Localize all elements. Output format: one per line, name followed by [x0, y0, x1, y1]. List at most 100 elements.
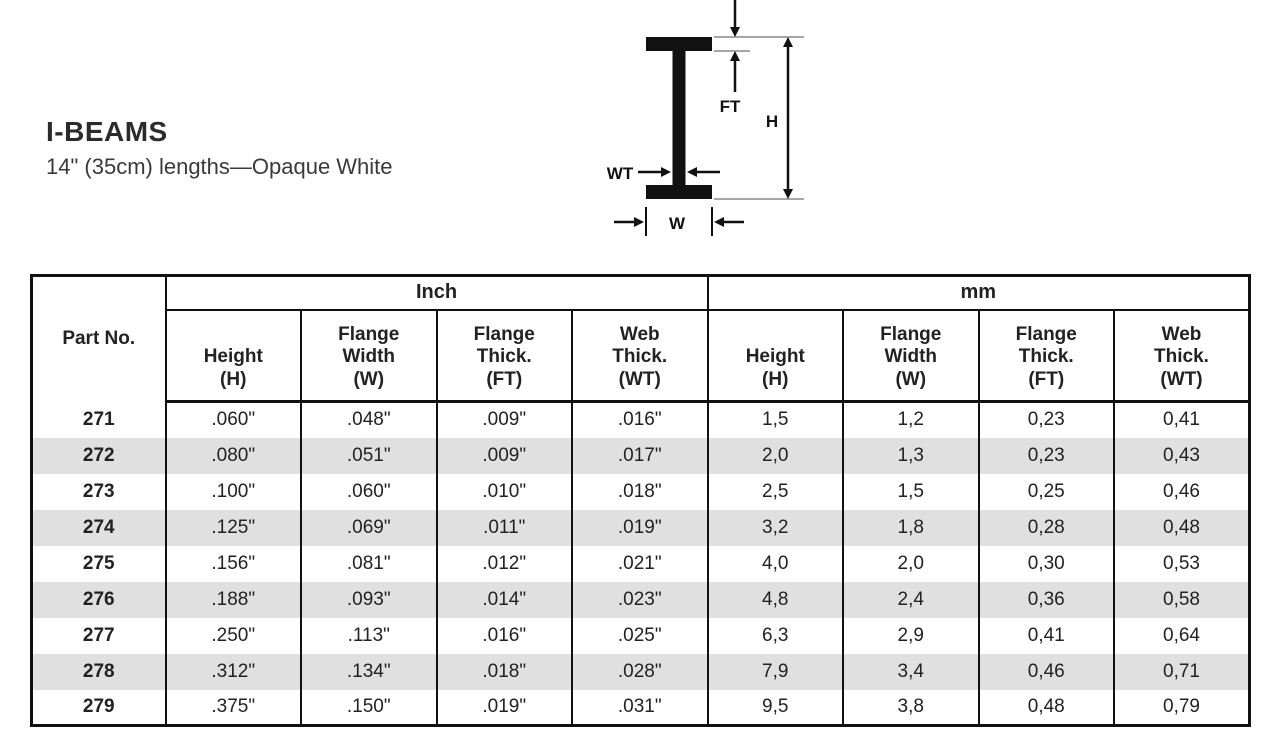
value-cell: .125"	[164, 509, 302, 546]
column-header: Flange Thick. (FT)	[435, 309, 573, 403]
extension-lines	[714, 36, 804, 200]
width-dimension-arrows	[614, 207, 744, 236]
value-cell: .250"	[164, 617, 302, 654]
column-header: Height (H)	[164, 309, 302, 403]
value-cell: 9,5	[706, 689, 844, 726]
part-number-cell: 276	[30, 581, 167, 618]
i-beam-cross-section-diagram: FT H WT	[578, 0, 848, 248]
value-cell: .113"	[300, 617, 438, 654]
value-cell: .016"	[571, 401, 709, 438]
column-header: Flange Thick. (FT)	[977, 309, 1115, 403]
value-cell: 0,71	[1113, 653, 1251, 690]
value-cell: 0,79	[1113, 689, 1251, 726]
table-row: 277.250" .113" .016" .025" 6,3 2,9 0,41 0,64	[30, 617, 1251, 654]
i-beams-spec-table: Part No. Inch mm Height (H) Flange Width …	[30, 274, 1251, 727]
value-cell: 3,4	[842, 653, 980, 690]
value-cell: .100"	[164, 473, 302, 510]
part-number-cell: 273	[30, 473, 167, 510]
value-cell: .028"	[571, 653, 709, 690]
height-dimension-arrow	[783, 37, 793, 199]
value-cell: 0,23	[977, 401, 1115, 438]
column-header: Web Thick. (WT)	[571, 309, 709, 403]
table-row: 273.100" .060" .010" .018" 2,5 1,5 0,25 0,46	[30, 473, 1251, 510]
value-cell: 4,8	[706, 581, 844, 618]
value-cell: .009"	[435, 437, 573, 474]
table-row: 272.080" .051" .009" .017" 2,0 1,3 0,23 0,43	[30, 437, 1251, 474]
value-cell: 2,4	[842, 581, 980, 618]
value-cell: .014"	[435, 581, 573, 618]
value-cell: .060"	[300, 473, 438, 510]
value-cell: .010"	[435, 473, 573, 510]
value-cell: 6,3	[706, 617, 844, 654]
value-cell: .150"	[300, 689, 438, 726]
column-header: Web Thick. (WT)	[1113, 309, 1251, 403]
value-cell: .081"	[300, 545, 438, 582]
value-cell: .018"	[571, 473, 709, 510]
table-row: 278.312" .134" .018" .028" 7,9 3,4 0,46 0,71	[30, 653, 1251, 690]
value-cell: .069"	[300, 509, 438, 546]
value-cell: .017"	[571, 437, 709, 474]
value-cell: 0,64	[1113, 617, 1251, 654]
value-cell: 1,3	[842, 437, 980, 474]
value-cell: .021"	[571, 545, 709, 582]
value-cell: 0,43	[1113, 437, 1251, 474]
value-cell: .093"	[300, 581, 438, 618]
part-number-cell: 272	[30, 437, 167, 474]
value-cell: 0,30	[977, 545, 1115, 582]
value-cell: 2,0	[842, 545, 980, 582]
value-cell: .048"	[300, 401, 438, 438]
value-cell: .134"	[300, 653, 438, 690]
column-group-mm: mm	[706, 275, 1251, 311]
value-cell: 1,5	[706, 401, 844, 438]
value-cell: 2,9	[842, 617, 980, 654]
w-dimension-label: W	[669, 214, 686, 233]
part-number-cell: 279	[30, 689, 167, 726]
value-cell: 4,0	[706, 545, 844, 582]
ft-dimension-label: FT	[720, 97, 741, 116]
part-number-cell: 275	[30, 545, 167, 582]
value-cell: 0,23	[977, 437, 1115, 474]
wt-dimension-label: WT	[607, 164, 634, 183]
column-group-inch: Inch	[164, 275, 709, 311]
column-header: Flange Width (W)	[842, 309, 980, 403]
unit-group-header-row: Part No. Inch mm	[30, 275, 1251, 402]
value-cell: 0,41	[1113, 401, 1251, 438]
value-cell: .009"	[435, 401, 573, 438]
value-cell: 3,8	[842, 689, 980, 726]
value-cell: .156"	[164, 545, 302, 582]
i-beam-diagram-svg: FT H WT	[607, 0, 804, 236]
page-title: I-BEAMS	[46, 116, 168, 147]
value-cell: 2,0	[706, 437, 844, 474]
value-cell: .012"	[435, 545, 573, 582]
value-cell: 0,46	[1113, 473, 1251, 510]
value-cell: 0,46	[977, 653, 1115, 690]
value-cell: 7,9	[706, 653, 844, 690]
part-number-cell: 271	[30, 401, 167, 438]
value-cell: 0,28	[977, 509, 1115, 546]
value-cell: 1,8	[842, 509, 980, 546]
value-cell: 2,5	[706, 473, 844, 510]
table-row: 279.375" .150" .019" .031" 9,5 3,8 0,48 0,79	[30, 689, 1251, 726]
value-cell: 0,25	[977, 473, 1115, 510]
value-cell: .018"	[435, 653, 573, 690]
value-cell: 1,2	[842, 401, 980, 438]
part-number-cell: 277	[30, 617, 167, 654]
value-cell: 1,5	[842, 473, 980, 510]
value-cell: .080"	[164, 437, 302, 474]
value-cell: .051"	[300, 437, 438, 474]
value-cell: 0,41	[977, 617, 1115, 654]
table-row: 271.060" .048" .009" .016" 1,5 1,2 0,23 0,41	[30, 401, 1251, 438]
table-row: 274.125" .069" .011" .019" 3,2 1,8 0,28 0,48	[30, 509, 1251, 546]
table-row: 275.156" .081" .012" .021" 4,0 2,0 0,30 0,53	[30, 545, 1251, 582]
part-number-cell: 278	[30, 653, 167, 690]
value-cell: .188"	[164, 581, 302, 618]
title-block: I-BEAMS 14" (35cm) lengths—Opaque White	[46, 116, 393, 180]
column-header: Height (H)	[706, 309, 844, 403]
value-cell: 0,48	[1113, 509, 1251, 546]
i-beam-shape	[646, 37, 712, 199]
column-header-part-no: Part No.	[30, 275, 167, 402]
value-cell: 0,36	[977, 581, 1115, 618]
value-cell: .011"	[435, 509, 573, 546]
value-cell: 3,2	[706, 509, 844, 546]
value-cell: .031"	[571, 689, 709, 726]
